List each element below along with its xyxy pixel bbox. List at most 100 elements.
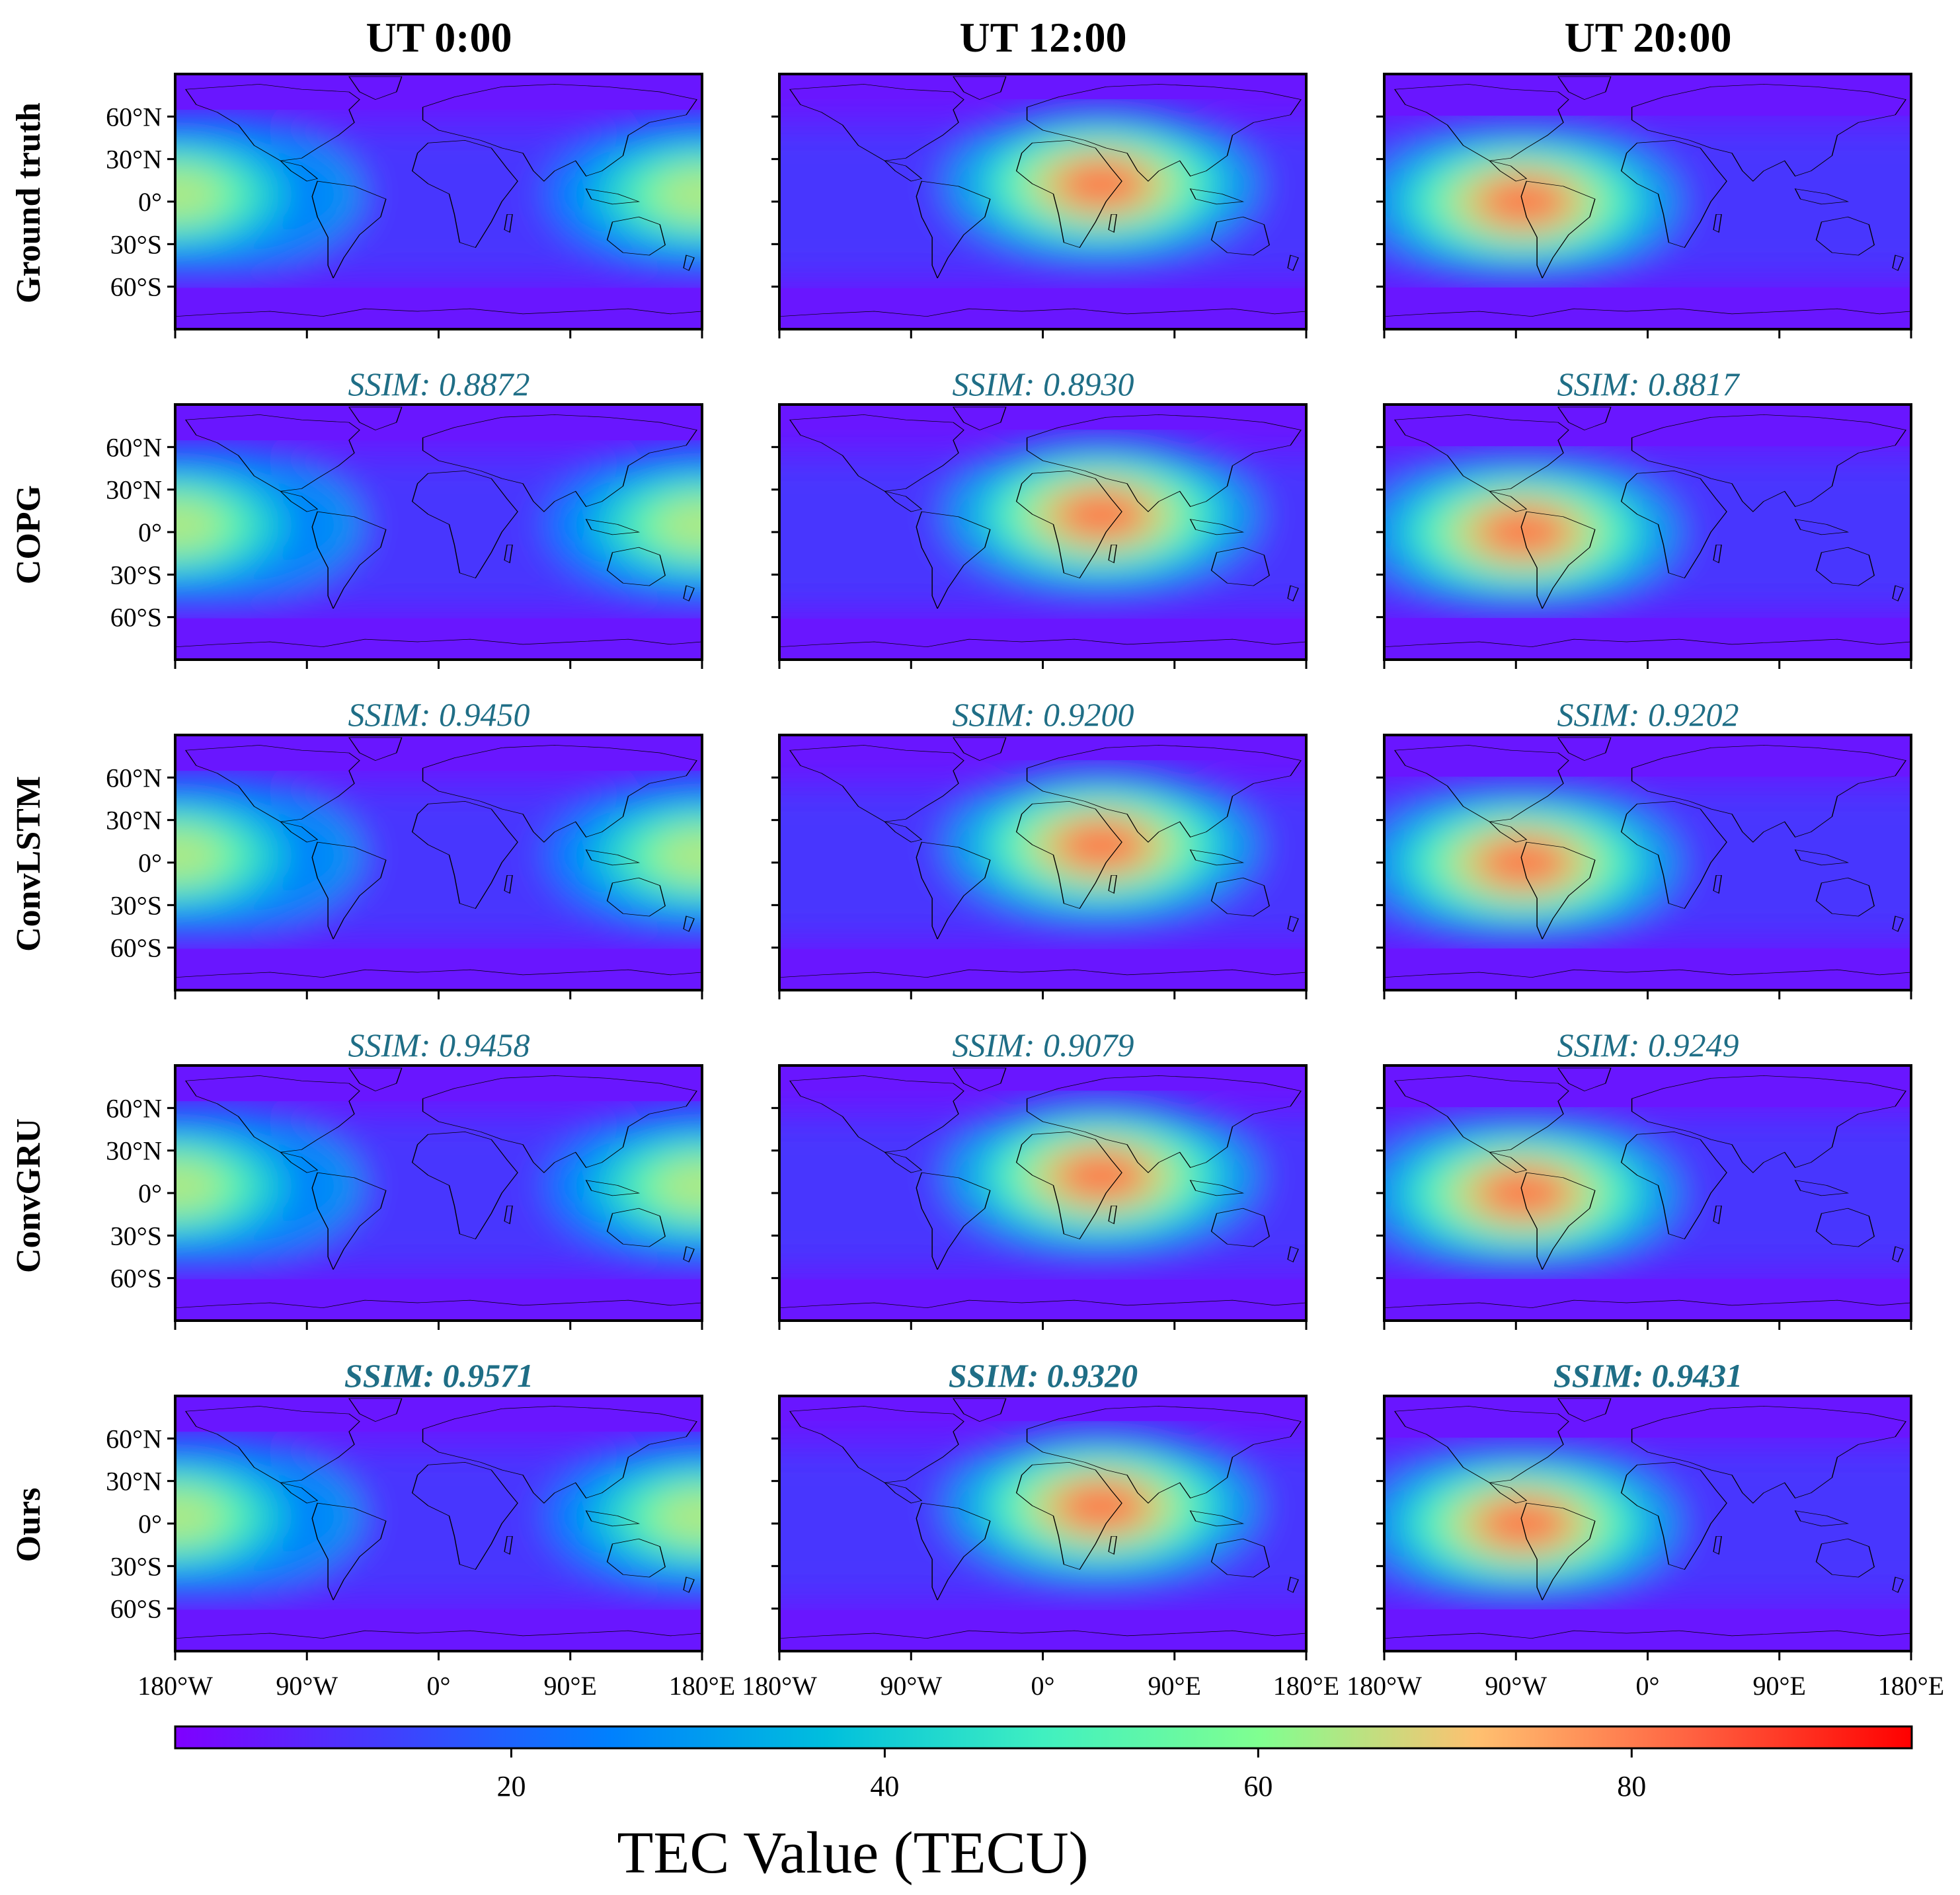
tec-peak-0-level-3	[1054, 1481, 1149, 1532]
ssim-copg-ut20: SSIM: 0.8817	[1557, 366, 1741, 403]
tec-peak-0-level-3	[1054, 1150, 1149, 1202]
lon-tick-label: 90°W	[276, 1671, 338, 1701]
tec-peak-0-level-3	[1475, 1167, 1571, 1219]
map-panels	[167, 73, 1912, 1660]
tec-peak-0-level-3	[1054, 820, 1149, 871]
map-panel-0-2	[1376, 73, 1912, 338]
colorbar-tick-label: 20	[496, 1770, 526, 1802]
lon-tick-label: 0°	[1636, 1671, 1660, 1701]
tec-peak-0-level-3	[1475, 1498, 1571, 1549]
lat-tick-label: 30°S	[110, 890, 162, 920]
tec-peak-1-level-3	[654, 169, 702, 220]
lat-tick-label: 30°N	[106, 475, 162, 505]
tec-peak-1-level-3	[654, 1490, 702, 1542]
tec-field	[1384, 454, 1911, 610]
colorbar-tick-label: 80	[1617, 1770, 1646, 1802]
lat-tick-label: 0°	[138, 848, 162, 878]
colorbar-label: TEC Value (TECU)	[617, 1820, 1088, 1886]
tec-peak-1-level-3	[654, 1160, 702, 1212]
tec-field	[779, 108, 1306, 280]
lon-tick-label: 90°E	[1148, 1671, 1201, 1701]
map-panel-1-2	[1376, 403, 1912, 669]
ssim-convgru-ut0: SSIM: 0.9458	[348, 1026, 530, 1064]
ssim-convgru-ut12: SSIM: 0.9079	[953, 1026, 1134, 1064]
map-panel-3-1	[771, 1064, 1308, 1330]
lat-tick-label: 60°N	[106, 763, 162, 793]
row-label-convgru: ConvGRU	[10, 1118, 48, 1273]
lat-tick-label: 0°	[138, 1509, 162, 1539]
tec-peak-0-level-3	[1054, 489, 1149, 541]
lon-tick-label: 180°W	[742, 1671, 817, 1701]
row-label-copg: COPG	[10, 485, 48, 584]
lat-tick-label: 30°S	[110, 229, 162, 259]
lat-tick-label: 30°N	[106, 145, 162, 174]
tec-peak-0-level-3	[1475, 176, 1571, 227]
map-panel-3-2	[1376, 1064, 1912, 1330]
map-panel-4-2	[1376, 1395, 1912, 1660]
lat-tick-label: 30°S	[110, 1221, 162, 1251]
lat-tick-label: 60°N	[106, 1424, 162, 1453]
lat-tick-label: 0°	[138, 187, 162, 217]
tec-field	[1384, 1446, 1911, 1602]
tec-field	[175, 1109, 702, 1271]
tec-peak-wrap-1-level-3	[175, 1490, 223, 1542]
lat-tick-label: 60°S	[110, 933, 162, 963]
ssim-ours-ut0: SSIM: 0.9571	[344, 1357, 533, 1394]
map-panel-4-1	[771, 1395, 1308, 1660]
lon-tick-label: 90°W	[1485, 1671, 1547, 1701]
colorbar-tick-label: 40	[870, 1770, 899, 1802]
tec-peak-1-level-3	[654, 499, 702, 551]
lon-tick-label: 180°E	[1878, 1671, 1944, 1701]
ssim-convlstm-ut12: SSIM: 0.9200	[953, 696, 1134, 733]
lat-tick-label: 0°	[138, 518, 162, 547]
lat-tick-label: 60°S	[110, 1594, 162, 1624]
tec-field	[175, 779, 702, 941]
lat-tick-label: 60°S	[110, 1264, 162, 1294]
lon-tick-label: 90°E	[544, 1671, 597, 1701]
tec-peak-wrap-1-level-3	[175, 830, 223, 881]
lat-tick-label: 60°N	[106, 432, 162, 462]
lon-tick-label: 180°E	[1273, 1671, 1339, 1701]
tec-field	[779, 769, 1306, 941]
lon-tick-label: 180°E	[669, 1671, 735, 1701]
tec-peak-wrap-1-level-3	[175, 169, 223, 220]
ssim-ours-ut20: SSIM: 0.9431	[1553, 1357, 1743, 1394]
ssim-copg-ut12: SSIM: 0.8930	[953, 366, 1134, 403]
map-panel-2-2	[1376, 734, 1912, 999]
column-title-ut-0000: UT 0:00	[366, 14, 512, 61]
lon-tick-label: 180°W	[137, 1671, 213, 1701]
ssim-convlstm-ut20: SSIM: 0.9202	[1557, 696, 1739, 733]
ssim-ours-ut12: SSIM: 0.9320	[949, 1357, 1138, 1394]
map-panel-2-1	[771, 734, 1308, 999]
lat-tick-label: 30°S	[110, 560, 162, 590]
tec-peak-wrap-1-level-3	[175, 499, 223, 551]
column-title-ut-2000: UT 20:00	[1564, 14, 1731, 61]
tec-field	[779, 1099, 1306, 1271]
map-panel-0-0	[167, 73, 703, 338]
map-panel-2-0	[167, 734, 703, 999]
tec-field	[175, 118, 702, 280]
lat-tick-label: 30°N	[106, 1136, 162, 1166]
colorbar-gradient	[174, 1725, 1913, 1750]
row-label-convlstm: ConvLSTM	[10, 776, 48, 952]
row-label-ours: Ours	[10, 1488, 48, 1563]
lat-tick-label: 60°N	[106, 102, 162, 132]
map-panel-1-0	[167, 403, 703, 669]
ssim-copg-ut0: SSIM: 0.8872	[348, 366, 530, 403]
lon-tick-label: 0°	[1031, 1671, 1055, 1701]
lat-tick-label: 30°S	[110, 1551, 162, 1581]
tec-field	[175, 1440, 702, 1602]
lat-tick-label: 0°	[138, 1179, 162, 1208]
lat-tick-label: 30°N	[106, 806, 162, 835]
map-panel-0-1	[771, 73, 1308, 338]
lat-tick-label: 30°N	[106, 1467, 162, 1496]
tec-peak-0-level-3	[1054, 159, 1149, 210]
latitude-tick-labels: 60°N 30°N 0° 30°S 60°S 60°N 30°N 0° 30°S 60°S 60°N…	[106, 102, 162, 1623]
ssim-convgru-ut20: SSIM: 0.9249	[1557, 1026, 1739, 1064]
row-label-ground-truth: Ground truth	[10, 102, 48, 303]
tec-peak-1-level-3	[654, 830, 702, 881]
tec-field	[1384, 1115, 1911, 1271]
tec-field	[779, 1430, 1306, 1602]
tec-field	[1384, 785, 1911, 941]
